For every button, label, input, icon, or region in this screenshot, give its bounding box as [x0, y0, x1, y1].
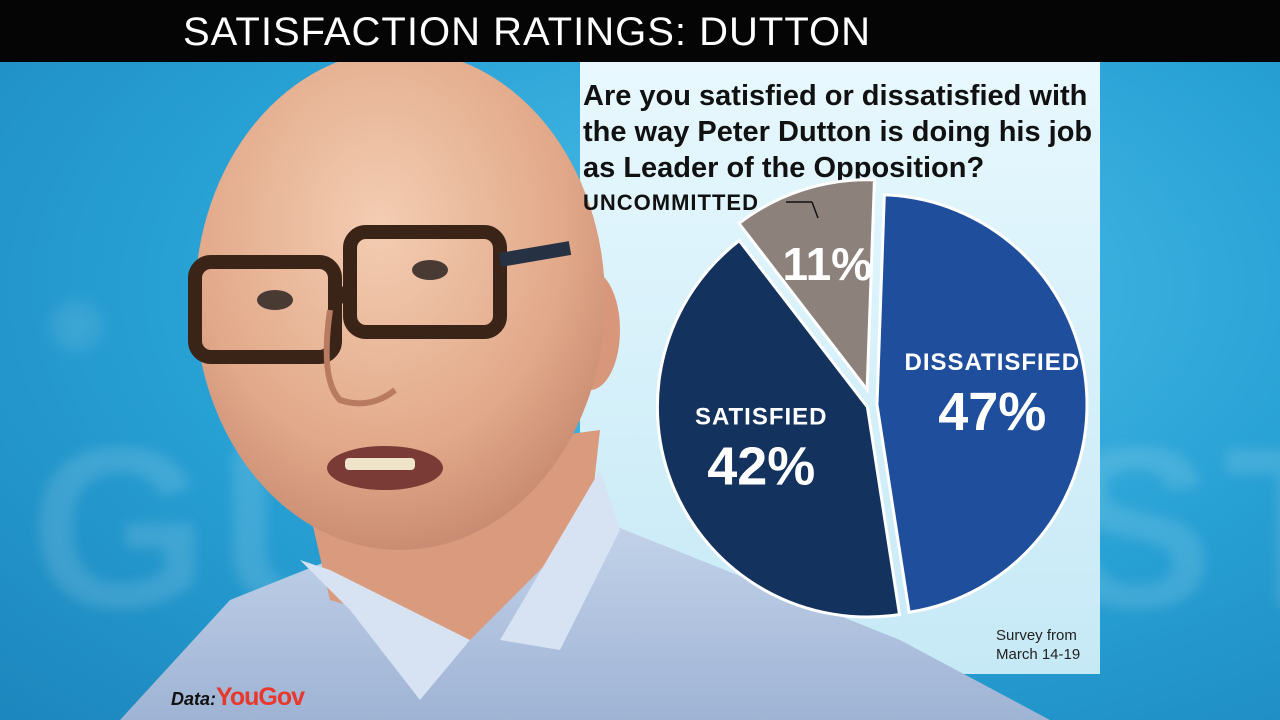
survey-note-line1: Survey from: [996, 627, 1077, 644]
survey-question: Are you satisfied or dissatisfied with t…: [583, 80, 1093, 184]
survey-date-note: Survey from March 14-19: [996, 626, 1096, 664]
left-eye: [257, 290, 293, 310]
collar-right: [500, 470, 620, 650]
glasses: [188, 225, 572, 364]
slice-value-uncommitted: 11%: [783, 238, 873, 290]
teeth: [345, 458, 415, 470]
uncommitted-label: UNCOMMITTED: [583, 190, 759, 215]
nose: [323, 309, 397, 407]
slice-value-satisfied: 42%: [707, 436, 815, 496]
background-blurred-logo: ●: [40, 252, 113, 386]
right-eye: [412, 260, 448, 280]
head: [195, 50, 605, 550]
pie-slice-satisfied: [655, 238, 902, 619]
source-prefix: Data:: [171, 689, 217, 709]
uncommitted-leader-line-down: [811, 201, 819, 219]
yougov-logo: YouGov: [216, 683, 305, 711]
pie-slice-uncommitted: [736, 178, 876, 394]
data-source: Data:YouGov: [171, 683, 305, 712]
collar: [300, 560, 470, 700]
slice-label-dissatisfied: DISSATISFIED: [904, 349, 1080, 376]
title-bar: [0, 0, 1280, 62]
slice-value-dissatisfied: 47%: [938, 382, 1046, 442]
pie-slice-dissatisfied: [875, 193, 1089, 614]
page-title: SATISFACTION RATINGS: DUTTON: [183, 10, 872, 54]
survey-note-line2: March 14-19: [996, 646, 1081, 663]
slice-label-satisfied: SATISFIED: [695, 403, 828, 430]
